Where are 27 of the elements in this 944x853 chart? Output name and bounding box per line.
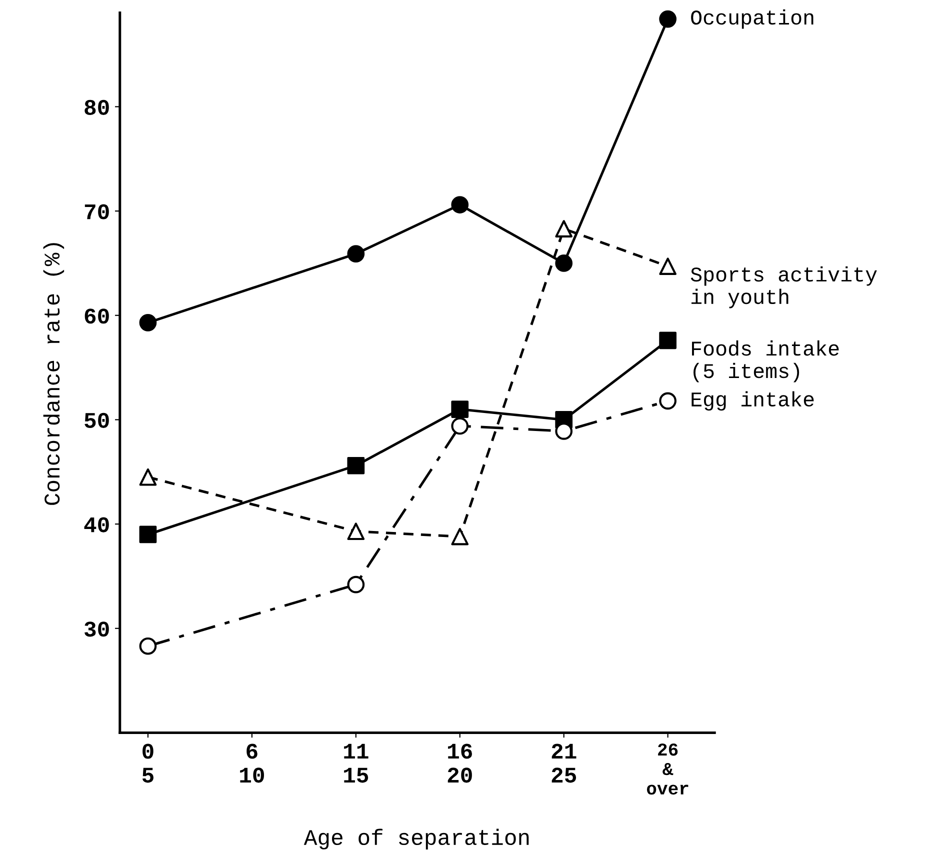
y-tick-label: 30 [84, 622, 109, 637]
series-label: Occupation [691, 9, 814, 29]
series-label: Sports activity in youth [690, 266, 877, 308]
point [347, 522, 365, 540]
x-tick-label: 11 15 [344, 744, 368, 783]
point [347, 456, 365, 474]
x-tick-label: 21 25 [552, 744, 576, 783]
point [451, 400, 469, 418]
point [139, 468, 157, 486]
y-axis-title: Concordance rate (%) [43, 243, 64, 505]
y-tick-label: 60 [84, 308, 109, 324]
point [555, 220, 573, 238]
series-label: Foods intake (5 items) [692, 340, 839, 382]
y-tick-label: 70 [84, 204, 109, 220]
point [659, 332, 677, 350]
y-tick-label: 80 [84, 100, 109, 115]
x-tick-label: 6 10 [240, 744, 264, 783]
x-tick-label: 26 & over [646, 743, 688, 795]
x-tick-label: 0 5 [142, 744, 154, 783]
x-axis-title: Age of separation [304, 828, 529, 850]
y-tick-label: 40 [84, 517, 109, 532]
y-tick-label: 50 [84, 412, 109, 428]
point [451, 528, 469, 546]
x-tick-label: 16 20 [448, 744, 472, 783]
series-label: Egg intake [692, 391, 814, 411]
point [659, 258, 677, 276]
point [139, 526, 157, 544]
